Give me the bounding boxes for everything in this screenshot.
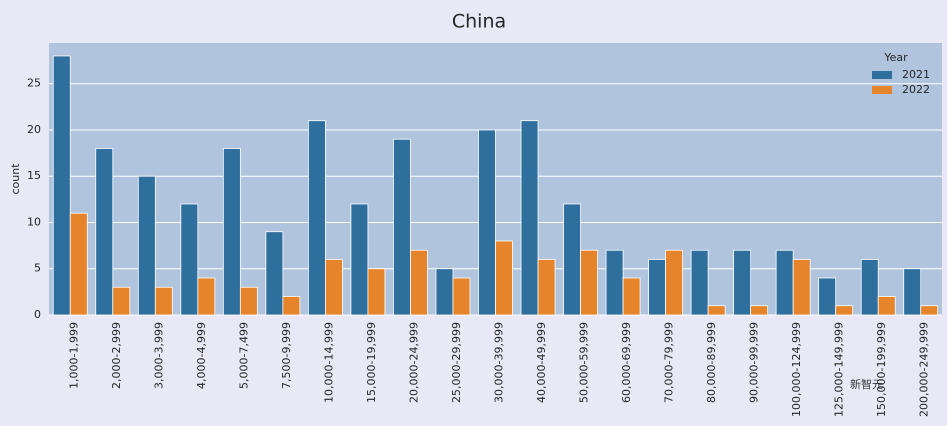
bar — [452, 277, 471, 316]
bar — [265, 231, 284, 316]
legend-title: Year — [883, 51, 908, 64]
x-tick-label: 1,000-1,999 — [67, 322, 80, 389]
bar — [197, 277, 216, 316]
bar — [393, 138, 411, 316]
bar — [733, 249, 752, 316]
x-tick-label: 100,000-124,999 — [790, 322, 803, 417]
x-tick-label: 70,000-79,999 — [663, 322, 676, 403]
x-tick-label: 80,000-89,999 — [705, 322, 718, 403]
bar — [920, 305, 939, 316]
bar — [137, 175, 156, 316]
bar — [775, 249, 794, 316]
bar — [410, 249, 428, 316]
bar — [52, 55, 71, 316]
bar — [367, 268, 386, 316]
bar — [307, 120, 326, 316]
y-tick-label: 15 — [27, 169, 41, 182]
bar — [860, 259, 879, 316]
x-tick-label: 150,000-199,999 — [875, 322, 888, 417]
x-tick-label: 90,000-99,999 — [748, 322, 761, 403]
bar — [95, 148, 114, 316]
legend-swatch — [872, 71, 892, 79]
bar — [707, 305, 726, 316]
bar — [282, 296, 301, 316]
x-tick-label: 2,000-2,999 — [110, 322, 123, 389]
legend-swatch — [872, 86, 892, 94]
bar — [325, 259, 343, 316]
bar — [222, 148, 241, 316]
bar — [750, 305, 769, 316]
bar — [665, 249, 684, 316]
bar — [580, 249, 598, 316]
bar — [180, 203, 199, 316]
y-axis-label: count — [9, 163, 22, 195]
x-tick-label: 50,000-59,999 — [578, 322, 591, 403]
bar — [622, 277, 641, 316]
x-tick-label: 5,000-7,499 — [237, 322, 250, 389]
bar — [877, 296, 896, 316]
bar — [495, 240, 513, 316]
x-tick-label: 30,000-39,999 — [493, 322, 506, 403]
bar — [350, 203, 369, 316]
x-tick-label: 10,000-14,999 — [322, 322, 335, 403]
x-tick-label: 20,000-24,999 — [407, 322, 420, 403]
bar — [112, 286, 131, 316]
bar — [818, 277, 837, 316]
x-tick-label: 125,000-149,999 — [833, 322, 846, 417]
bar — [605, 249, 624, 316]
x-tick-label: 7,500-9,999 — [280, 322, 293, 389]
bar — [69, 212, 88, 316]
chart-title: China — [452, 11, 506, 33]
bar — [835, 305, 854, 316]
x-tick-label: 3,000-3,999 — [152, 322, 165, 389]
x-tick-label: 60,000-69,999 — [620, 322, 633, 403]
bar — [903, 268, 922, 316]
x-tick-label: 40,000-49,999 — [535, 322, 548, 403]
bar — [792, 259, 811, 316]
y-tick-label: 0 — [34, 308, 41, 321]
bar — [563, 203, 581, 316]
y-tick-label: 25 — [27, 77, 41, 90]
bar — [537, 259, 556, 316]
bar — [239, 286, 258, 316]
bar — [520, 120, 539, 316]
x-tick-label: 15,000-19,999 — [365, 322, 378, 403]
legend-label: 2022 — [902, 83, 930, 96]
y-tick-label: 20 — [27, 123, 41, 136]
x-tick-label: 200,000-249,999 — [918, 322, 931, 417]
bar — [648, 259, 666, 316]
y-tick-label: 5 — [34, 262, 41, 275]
x-tick-label: 25,000-29,999 — [450, 322, 463, 403]
bar — [478, 129, 496, 316]
watermark: 新智元 — [850, 377, 883, 391]
bar — [154, 286, 173, 316]
legend-label: 2021 — [902, 68, 930, 81]
bar — [435, 268, 454, 316]
bar — [690, 249, 709, 316]
y-tick-label: 10 — [27, 215, 41, 228]
x-tick-label: 4,000-4,999 — [195, 322, 208, 389]
